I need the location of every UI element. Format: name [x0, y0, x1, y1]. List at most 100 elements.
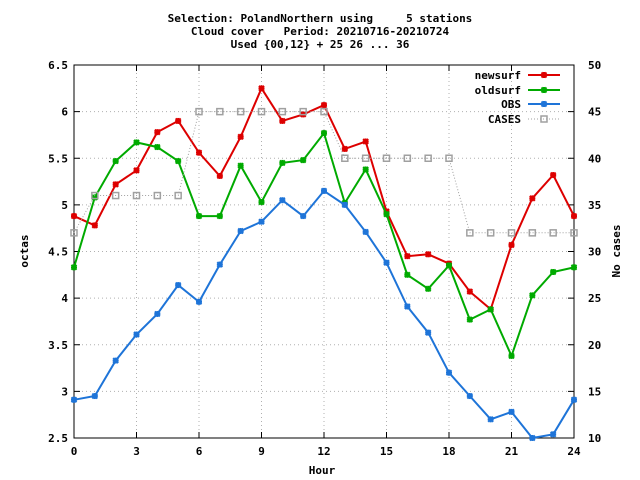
data-point — [91, 222, 99, 229]
data-point — [424, 285, 432, 293]
y2-tick-label: 25 — [588, 292, 601, 305]
data-point — [174, 157, 182, 165]
y2-tick-label: 20 — [588, 339, 601, 352]
legend-marker — [540, 86, 548, 94]
chart-title-line-1: Selection: PolandNorthern using 5 statio… — [167, 12, 473, 25]
data-point — [174, 191, 182, 200]
legend-marker — [540, 71, 548, 79]
data-point — [445, 369, 453, 376]
data-point — [320, 187, 328, 195]
data-point — [299, 156, 307, 164]
data-point — [70, 212, 78, 220]
data-point — [237, 162, 244, 169]
data-point — [445, 154, 453, 162]
data-point — [404, 252, 411, 260]
y-tick-label: 5.5 — [48, 152, 68, 165]
legend-label-oldsurf: oldsurf — [475, 84, 521, 97]
y2-tick-label: 35 — [588, 199, 601, 212]
data-point — [361, 154, 370, 162]
data-point — [258, 218, 265, 225]
data-point — [237, 227, 244, 235]
x-tick-label: 15 — [380, 445, 393, 458]
y-tick-label: 3 — [61, 385, 68, 398]
legend-marker — [540, 100, 548, 108]
data-point — [258, 85, 265, 92]
data-point — [195, 212, 203, 220]
data-point — [529, 195, 536, 202]
y-tick-label: 5 — [61, 199, 68, 212]
data-point — [216, 172, 224, 180]
data-point — [528, 229, 537, 237]
data-point — [424, 251, 432, 258]
y2-tick-label: 10 — [588, 432, 601, 445]
data-point — [112, 357, 119, 364]
data-point — [529, 434, 536, 442]
legend-marker — [540, 115, 548, 123]
data-point — [466, 316, 474, 323]
x-tick-label: 18 — [442, 445, 455, 458]
data-point — [362, 138, 369, 145]
chart-title-line-3: Used {00,12} + 25 26 ... 36 — [230, 38, 410, 51]
data-point — [112, 157, 119, 165]
data-point — [487, 306, 494, 313]
data-point — [320, 107, 328, 116]
data-point — [383, 210, 390, 218]
x-tick-label: 0 — [71, 445, 78, 458]
y-tick-label: 4.5 — [48, 246, 68, 259]
legend-label-obs: OBS — [501, 98, 521, 111]
series-cases — [70, 107, 578, 237]
data-point — [549, 268, 557, 276]
data-point — [529, 292, 536, 299]
x-tick-label: 12 — [317, 445, 330, 458]
data-point — [341, 154, 349, 162]
series-line-cases — [73, 111, 574, 234]
data-point — [549, 171, 557, 179]
y2-tick-label: 30 — [588, 246, 601, 259]
data-point — [445, 262, 453, 269]
y-tick-label: 6 — [61, 106, 68, 119]
data-point — [133, 167, 140, 174]
data-point — [111, 191, 120, 200]
x-tick-label: 3 — [133, 445, 140, 458]
x-tick-label: 24 — [567, 445, 581, 458]
series-oldsurf — [70, 129, 578, 360]
data-point — [70, 229, 78, 237]
y-axis-label: octas — [18, 234, 31, 267]
data-point — [486, 229, 495, 237]
data-point — [382, 154, 391, 162]
data-point — [508, 241, 515, 249]
series-group — [70, 85, 578, 442]
data-point — [320, 129, 328, 137]
data-point — [174, 281, 182, 289]
data-point — [132, 191, 141, 200]
data-point — [133, 139, 140, 146]
data-point — [570, 396, 578, 403]
axes: 0 3 6 9 12 15 18 21 24 2.5 3 3.5 4 4.5 5 5.5 6 6.5 10 15 20 2… — [48, 59, 601, 458]
y2-tick-label: 45 — [588, 106, 601, 119]
data-point — [279, 159, 286, 167]
y-tick-label: 2.5 — [48, 432, 68, 445]
plot-frame — [73, 64, 575, 439]
data-point — [154, 310, 161, 318]
data-point — [195, 107, 203, 116]
series-obs — [70, 187, 578, 442]
x-axis-label: Hour — [309, 464, 336, 477]
y-tick-label: 3.5 — [48, 339, 68, 352]
data-point — [404, 303, 411, 310]
series-line-obs — [73, 189, 575, 440]
data-point — [91, 392, 99, 400]
data-point — [487, 416, 494, 423]
data-point — [341, 201, 349, 209]
data-point — [154, 143, 161, 151]
data-point — [133, 331, 140, 338]
data-point — [154, 128, 161, 136]
data-point — [174, 117, 182, 125]
data-point — [278, 107, 287, 116]
y-tick-label: 4 — [61, 292, 68, 305]
data-point — [216, 107, 224, 116]
chart-title-line-2: Cloud cover Period: 20210716-20210724 — [190, 25, 450, 38]
data-point — [570, 264, 578, 271]
data-point — [424, 329, 432, 336]
legend-label-cases: CASES — [488, 113, 521, 126]
